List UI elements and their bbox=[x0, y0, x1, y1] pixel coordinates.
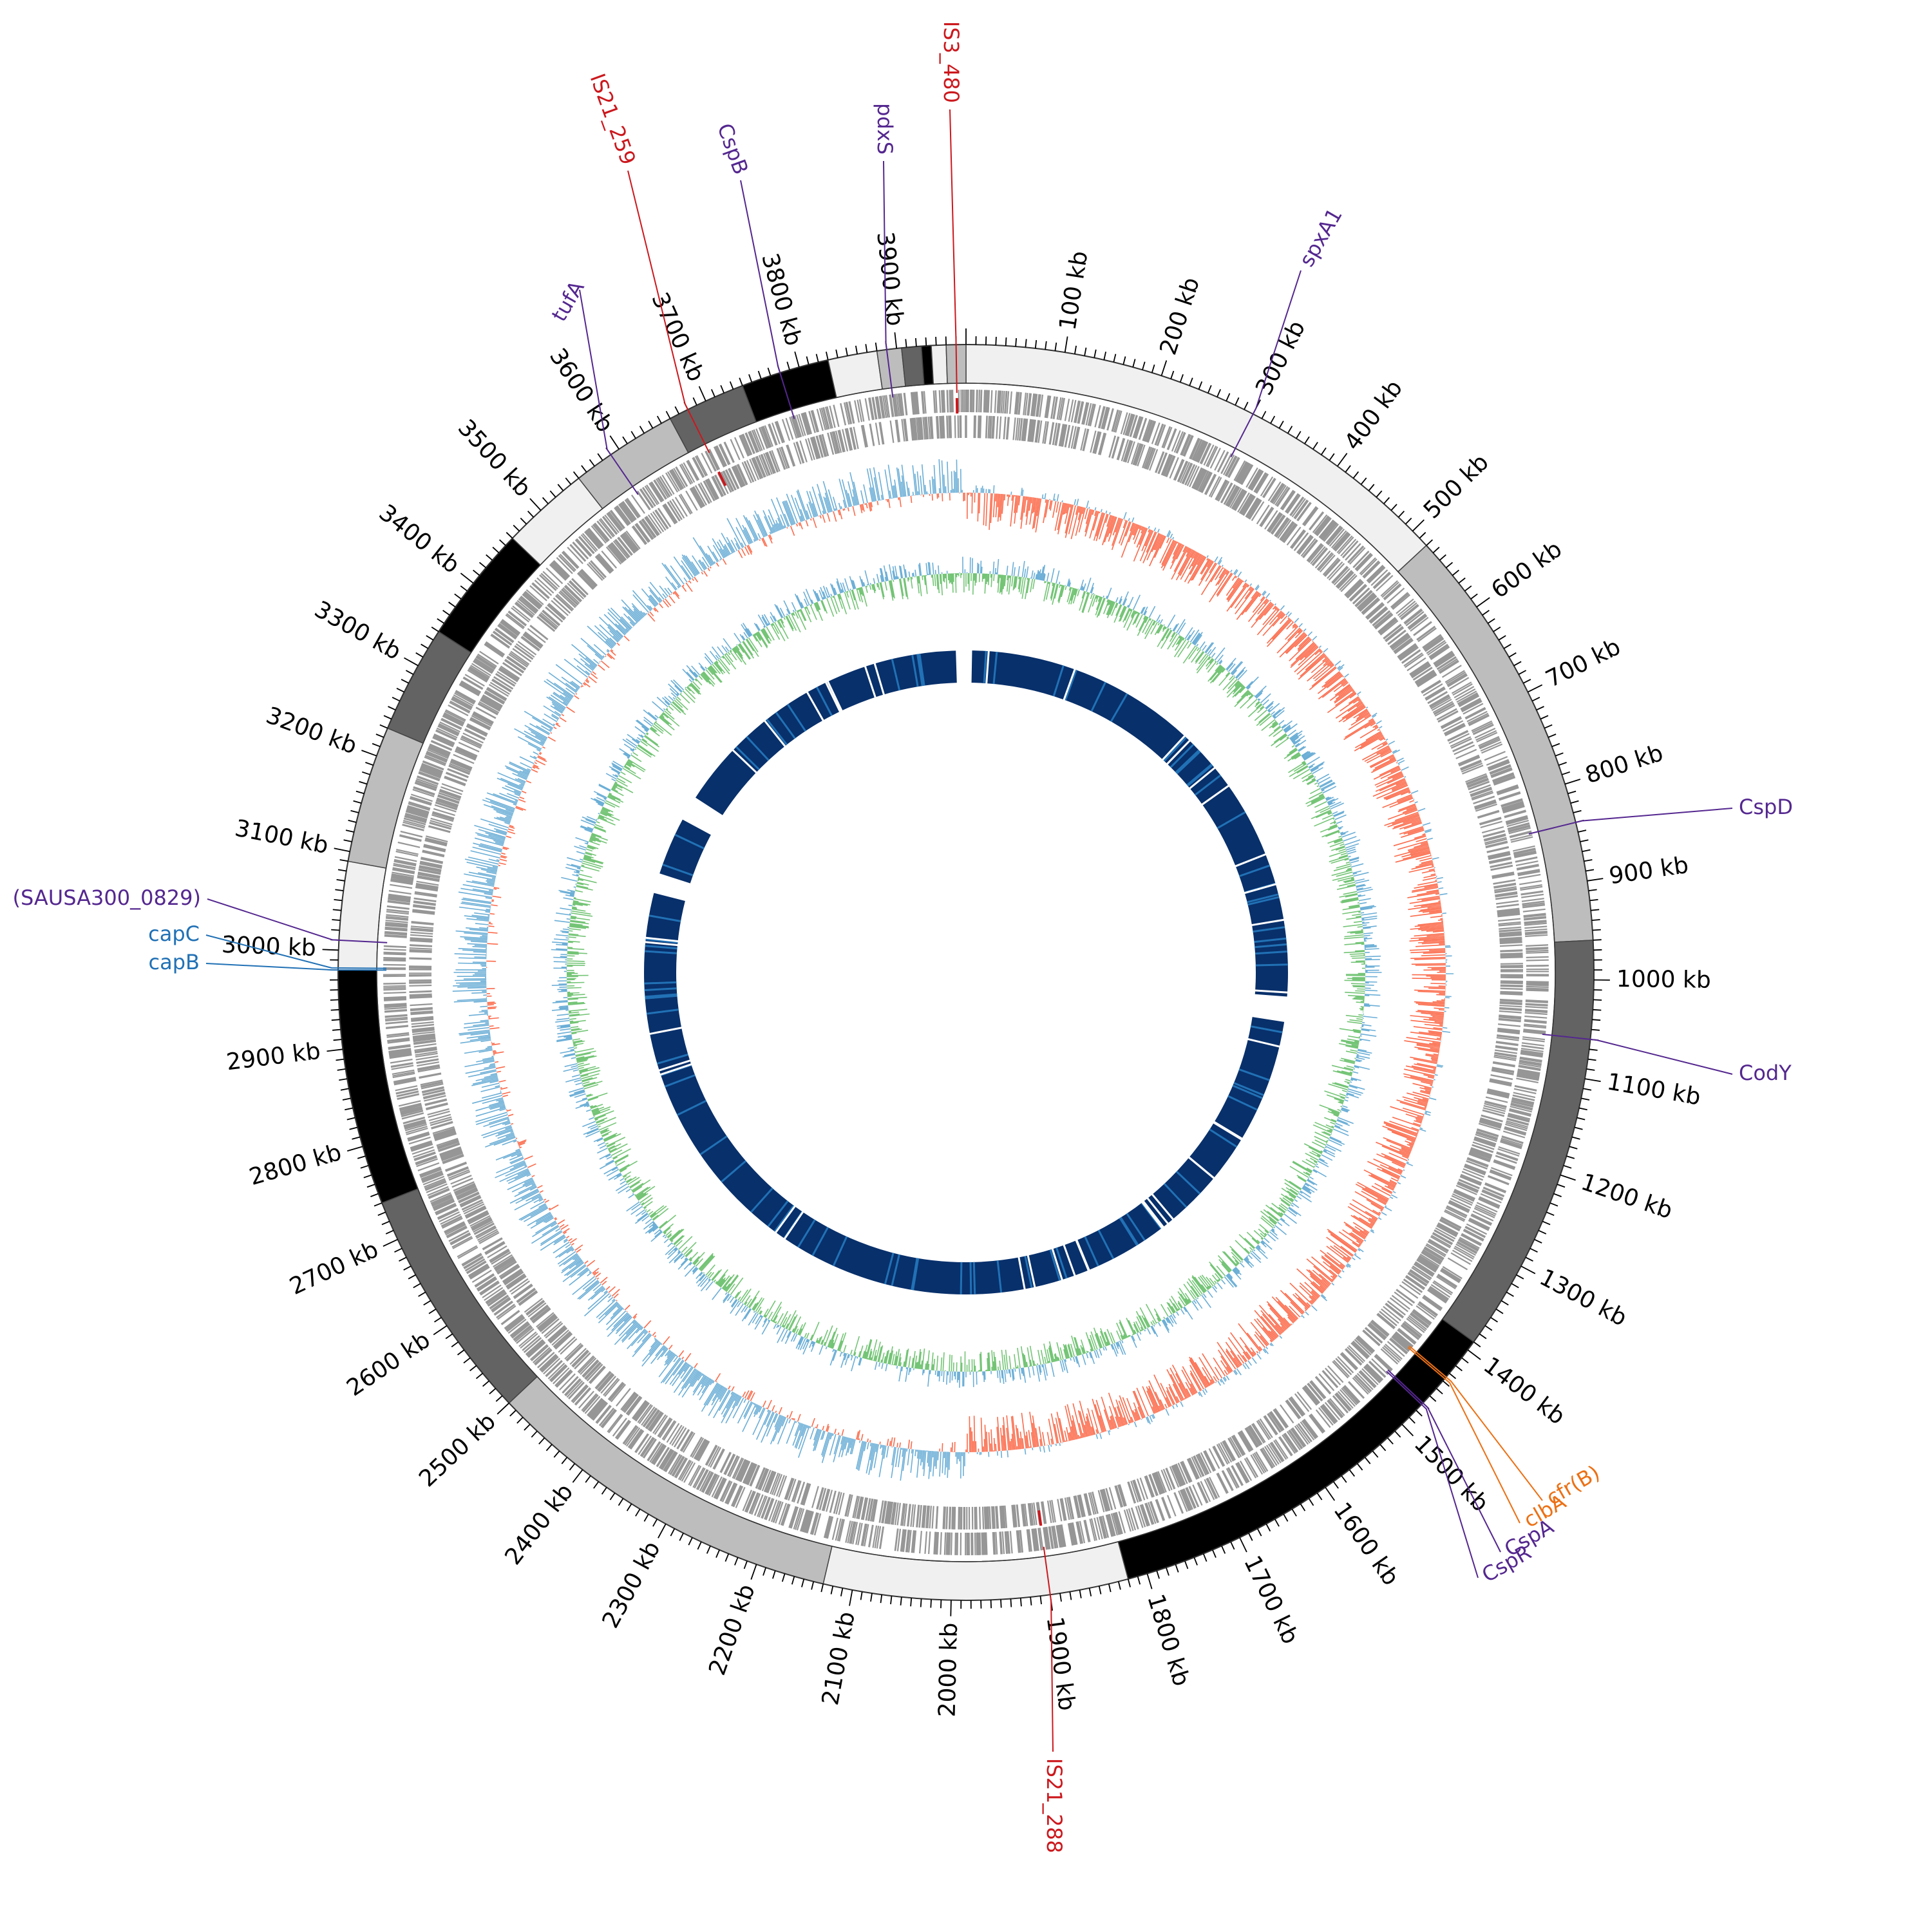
blast-gap bbox=[650, 872, 694, 902]
feature-label-spxa1: spxA1 bbox=[1294, 204, 1347, 270]
feature-label-is21-288: IS21_288 bbox=[1042, 1758, 1066, 1853]
tick-label: 2800 kb bbox=[246, 1139, 344, 1191]
tick-label: 1600 kb bbox=[1328, 1498, 1404, 1591]
feature-leader-line bbox=[949, 109, 958, 393]
tick-label: 400 kb bbox=[1340, 375, 1408, 455]
tick-label: 3900 kb bbox=[871, 231, 908, 327]
feature-leader-line bbox=[1407, 1347, 1520, 1524]
feature-leader-line bbox=[1386, 1370, 1479, 1578]
feature-leader-line bbox=[883, 160, 894, 398]
tick-marks bbox=[322, 328, 1610, 1616]
blast-gap bbox=[679, 795, 726, 837]
contig-segment bbox=[381, 1188, 538, 1404]
feature-leader-line bbox=[579, 289, 639, 495]
tick-label: 3700 kb bbox=[646, 289, 709, 386]
blast-gap bbox=[956, 647, 969, 687]
tick-label: 2500 kb bbox=[414, 1408, 501, 1492]
contig-segment bbox=[901, 345, 925, 387]
feature-leader-line bbox=[1230, 270, 1302, 458]
feature-label-capb: capB bbox=[149, 950, 200, 974]
feature-leader-line bbox=[1542, 1034, 1733, 1075]
tick-label: 3000 kb bbox=[221, 932, 316, 961]
tick-label: 200 kb bbox=[1155, 274, 1205, 358]
blast-gap bbox=[966, 647, 972, 687]
feature-leader-line bbox=[205, 934, 387, 969]
gc-skew-track-positive bbox=[452, 459, 1454, 1481]
tick-label: 500 kb bbox=[1419, 449, 1494, 524]
cds-reverse-strand bbox=[408, 415, 1524, 1530]
tick-label: 1800 kb bbox=[1142, 1591, 1195, 1689]
tick-label: 1100 kb bbox=[1605, 1068, 1703, 1110]
feature-label-cody: CodY bbox=[1739, 1061, 1792, 1085]
tick-label: 1900 kb bbox=[1041, 1615, 1080, 1712]
tick-label: 1700 kb bbox=[1238, 1551, 1303, 1648]
feature-leader-line bbox=[627, 170, 710, 453]
cds-forward-strand bbox=[383, 389, 1549, 1556]
tick-label: 100 kb bbox=[1054, 249, 1093, 332]
tick-label: 2100 kb bbox=[817, 1609, 860, 1707]
feature-leader-line bbox=[1387, 1369, 1501, 1553]
tick-label: 1400 kb bbox=[1479, 1352, 1570, 1430]
feature-label-is3-480: IS3_480 bbox=[939, 21, 963, 103]
tick-label: 2900 kb bbox=[225, 1038, 322, 1076]
gc-skew-track-negative bbox=[486, 492, 1446, 1453]
blast-gaps-fine bbox=[644, 650, 1289, 1291]
feature-label-pdxs: pdxS bbox=[873, 103, 897, 155]
tick-label: 1000 kb bbox=[1616, 966, 1711, 994]
tracks-layer bbox=[337, 344, 1595, 1601]
gc-content-track-positive bbox=[551, 556, 1382, 1388]
feature-leader-line bbox=[1408, 1345, 1543, 1501]
feature-label-tufa: tufA bbox=[547, 276, 589, 325]
tick-label: 900 kb bbox=[1607, 852, 1690, 890]
feature-leader-line bbox=[740, 180, 795, 419]
tick-label: 3400 kb bbox=[374, 500, 465, 579]
tick-label: 1200 kb bbox=[1578, 1169, 1676, 1224]
feature-leader-line bbox=[205, 963, 387, 971]
tick-label: 2200 kb bbox=[704, 1581, 761, 1679]
tick-label: 2000 kb bbox=[934, 1622, 963, 1718]
tick-label: 1300 kb bbox=[1535, 1264, 1631, 1332]
mobile-element-marker bbox=[717, 471, 727, 487]
tick-label: 3600 kb bbox=[544, 344, 618, 437]
tick-label: 300 kb bbox=[1251, 316, 1311, 399]
feature-label-cspb: CspB bbox=[712, 120, 753, 177]
tick-label: 2300 kb bbox=[598, 1537, 666, 1633]
feature-label-cspd: CspD bbox=[1739, 795, 1793, 819]
feature-label-is21-259: IS21_259 bbox=[585, 70, 641, 168]
feature-label-capc: capC bbox=[148, 922, 200, 946]
gc-content-track-negative bbox=[566, 573, 1366, 1372]
inner-ring-border bbox=[376, 383, 1556, 1562]
tick-label: 3300 kb bbox=[310, 596, 405, 665]
tick-label: 800 kb bbox=[1582, 740, 1666, 789]
mobile-element-marker bbox=[1037, 1510, 1043, 1526]
feature-leader-line bbox=[207, 898, 388, 943]
tick-label: 2600 kb bbox=[342, 1327, 435, 1401]
feature-leader-line bbox=[1528, 808, 1733, 835]
tick-label: 3100 kb bbox=[232, 815, 330, 860]
tick-label: 700 kb bbox=[1542, 634, 1625, 693]
tick-label: 3800 kb bbox=[756, 251, 807, 348]
contig-segment bbox=[931, 344, 948, 385]
tick-label: 2400 kb bbox=[500, 1479, 578, 1569]
tick-label: 600 kb bbox=[1486, 536, 1567, 603]
tick-label: 2700 kb bbox=[286, 1236, 383, 1301]
blast-gap bbox=[1249, 994, 1291, 1023]
tick-label: 3500 kb bbox=[453, 415, 536, 502]
feature-leader-line bbox=[1043, 1546, 1054, 1752]
feature-label-sausa300-0829: (SAUSA300_0829) bbox=[13, 886, 202, 910]
tick-label: 3200 kb bbox=[263, 702, 361, 759]
